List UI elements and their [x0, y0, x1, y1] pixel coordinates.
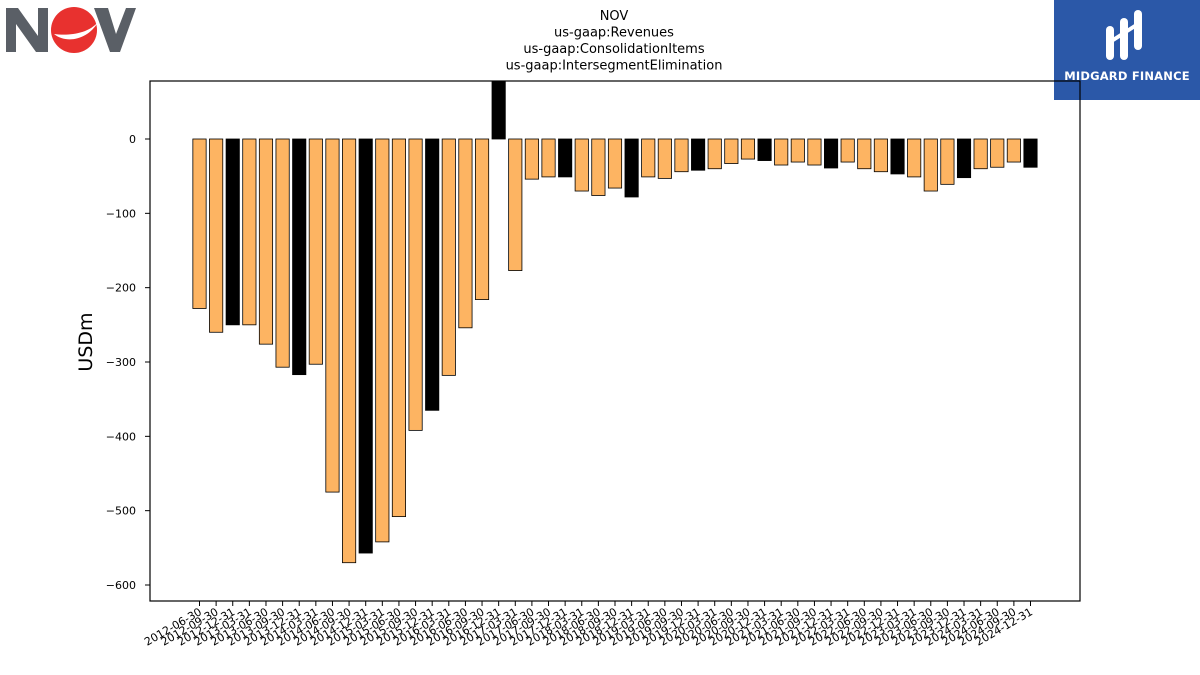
title-line-2: us-gaap:ConsolidationItems [523, 42, 704, 57]
bar-2024-09-30 [1006, 138, 1021, 163]
bar-2020-12-31 [757, 138, 772, 161]
title-line-1: us-gaap:Revenues [554, 26, 674, 41]
bar-2013-12-31 [292, 138, 307, 376]
title-line-0: NOV [600, 9, 629, 24]
y-tick-label-1: −100 [106, 207, 136, 220]
y-tick-label-0: 0 [129, 133, 136, 146]
bar-2023-09-30 [940, 138, 955, 185]
bar-2019-12-31 [691, 138, 706, 171]
plot-frame [149, 80, 1081, 602]
bar-2012-09-30 [209, 138, 224, 333]
bar-2023-12-31 [956, 138, 972, 179]
bar-2018-12-31 [624, 138, 639, 198]
bar-2012-12-31 [225, 138, 240, 326]
bar-2021-03-31 [774, 138, 789, 166]
x-axis: 2012-06-302012-09-302012-12-312013-03-31… [142, 601, 1035, 649]
midgard-finance-logo: MIDGARD FINANCE [1054, 0, 1200, 100]
bar-2015-12-31 [425, 138, 440, 411]
bar-2016-09-30 [474, 138, 490, 300]
bar-2013-09-30 [275, 138, 290, 368]
bars [192, 81, 1038, 564]
bar-2016-03-31 [441, 138, 456, 376]
midgard-finance-mark [1106, 10, 1142, 60]
y-tick-label-6: −600 [106, 579, 136, 592]
title-line-3: us-gaap:IntersegmentElimination [506, 59, 723, 74]
y-tick-label-4: −400 [106, 430, 136, 443]
bar-2019-03-31 [641, 138, 656, 178]
bar-2018-03-31 [574, 138, 589, 192]
bar-2021-06-30 [790, 138, 805, 163]
bar-2013-03-31 [242, 138, 257, 326]
y-tick-label-2: −200 [106, 282, 136, 295]
bar-2020-06-30 [724, 138, 739, 164]
bar-2024-06-30 [990, 138, 1005, 168]
bar-2014-06-30 [325, 138, 340, 493]
y-tick-label-3: −300 [106, 356, 136, 369]
bar-2020-03-31 [707, 138, 722, 170]
bar-2024-03-31 [973, 138, 988, 170]
bar-2014-09-30 [342, 138, 357, 564]
bar-2013-06-30 [258, 138, 274, 345]
bar-2015-06-30 [391, 138, 406, 518]
bar-2014-12-31 [358, 138, 373, 554]
bar-2015-03-31 [375, 138, 390, 543]
bar-2014-03-31 [308, 138, 323, 365]
bar-2019-06-30 [657, 138, 672, 179]
bar-2022-06-30 [857, 138, 872, 170]
bar-2016-06-30 [458, 138, 473, 329]
bar-2023-06-30 [923, 138, 938, 192]
bar-2017-06-30 [524, 138, 539, 180]
y-tick-label-5: −500 [106, 505, 136, 518]
bar-2012-06-30 [192, 138, 207, 309]
bar-2018-09-30 [607, 138, 623, 189]
bar-2024-12-31 [1023, 138, 1038, 168]
y-axis-label: USDm [75, 312, 97, 371]
bar-2018-06-30 [591, 138, 606, 196]
bar-2015-09-30 [408, 138, 423, 431]
bar-2021-09-30 [807, 138, 822, 166]
bar-2019-09-30 [674, 138, 689, 173]
bar-2020-09-30 [740, 138, 756, 160]
midgard-finance-wordmark: MIDGARD FINANCE [1064, 69, 1190, 83]
bar-2022-12-31 [890, 138, 905, 175]
chart-title: NOV us-gaap:Revenuesus-gaap:Consolidation… [506, 9, 723, 74]
bar-2016-12-31 [491, 81, 506, 140]
bar-2022-09-30 [873, 138, 888, 173]
bar-2017-12-31 [558, 138, 573, 178]
bar-2021-12-31 [824, 138, 839, 169]
bar-2023-03-31 [907, 138, 922, 178]
bar-2017-03-31 [508, 138, 523, 271]
y-axis: 0 −100 −200 −300 −400 −500 −600 [106, 133, 150, 592]
bar-2022-03-31 [840, 138, 855, 163]
nov-logo [6, 7, 136, 53]
bar-2017-09-30 [541, 138, 556, 178]
